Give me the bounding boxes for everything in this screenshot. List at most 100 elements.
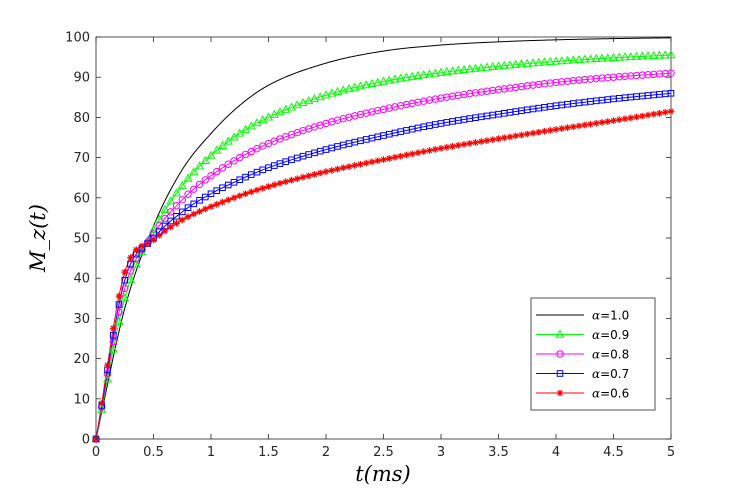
series-marker-1 [183, 173, 193, 182]
series-marker-2 [178, 196, 186, 204]
series-marker-4 [311, 171, 318, 178]
series-marker-2 [575, 76, 583, 84]
series-marker-1 [390, 74, 400, 83]
series-marker-1 [522, 58, 532, 67]
series-marker-2 [500, 85, 508, 93]
series-marker-2 [431, 95, 439, 103]
series-marker-4 [575, 122, 583, 130]
series-marker-2 [466, 89, 474, 98]
series-marker-4 [144, 240, 152, 247]
series-marker-2 [655, 70, 664, 78]
series-marker-2 [615, 73, 623, 81]
series-marker-3 [121, 276, 129, 284]
series-marker-2 [529, 81, 537, 89]
series-marker-2 [627, 72, 635, 80]
series-marker-2 [414, 98, 422, 106]
series-marker-4 [483, 137, 491, 144]
series-marker-4 [190, 210, 198, 218]
series-marker-4 [443, 144, 451, 151]
series-marker-4 [184, 213, 192, 221]
series-marker-4 [109, 325, 117, 332]
legend-label-alpha: α [592, 367, 600, 381]
y-axis-ticks: 0 10 20 30 40 50 60 70 80 90 100 [65, 31, 671, 448]
series-marker-1 [643, 51, 653, 60]
series-marker-1 [217, 140, 228, 149]
legend-label-value: =0.8 [600, 348, 629, 362]
series-marker-2 [592, 74, 600, 83]
y-tick-label: 40 [73, 272, 90, 287]
series-marker-1 [200, 155, 210, 164]
series-marker-2 [581, 75, 589, 84]
series-marker-1 [436, 67, 446, 76]
series-marker-1 [626, 51, 636, 61]
series-marker-1 [189, 167, 199, 176]
series-marker-2 [224, 160, 232, 168]
series-marker-1 [447, 66, 458, 75]
series-marker-4 [368, 158, 376, 166]
series-marker-4 [282, 178, 290, 186]
series-marker-4 [535, 128, 543, 136]
series-marker-1 [413, 70, 423, 80]
series-marker-2 [167, 208, 175, 216]
series-marker-4 [529, 129, 537, 137]
series-marker-4 [385, 155, 393, 162]
series-marker-1 [120, 293, 130, 302]
series-marker-1 [453, 65, 463, 74]
series-marker-1 [545, 56, 555, 66]
series-marker-2 [126, 267, 135, 275]
series-marker-1 [666, 50, 676, 59]
series-marker-4 [431, 146, 439, 153]
series-marker-4 [506, 133, 514, 141]
series-marker-1 [102, 374, 113, 383]
series-marker-4 [270, 181, 278, 189]
series-marker-4 [587, 120, 594, 128]
series-marker-1 [603, 53, 613, 62]
series-marker-2 [558, 78, 566, 86]
series-marker-1 [620, 52, 630, 61]
series-marker-4 [650, 110, 658, 118]
series-marker-2 [103, 370, 112, 378]
series-marker-4 [627, 114, 635, 122]
series-marker-3 [196, 197, 203, 204]
series-marker-4 [247, 188, 255, 196]
series-marker-4 [489, 136, 497, 143]
series-marker-1 [229, 132, 239, 141]
series-marker-4 [98, 399, 106, 407]
series-marker-1 [275, 107, 285, 116]
series-marker-1 [419, 70, 429, 79]
series-marker-1 [315, 92, 325, 101]
series-marker-4 [253, 186, 261, 194]
series-marker-1 [528, 58, 538, 67]
series-marker-1 [350, 82, 360, 91]
y-axis-label: M_z(t) [26, 204, 50, 273]
series-marker-4 [615, 116, 623, 124]
series-marker-2 [408, 99, 416, 108]
series-marker-3 [667, 89, 675, 97]
y-tick-label: 80 [73, 111, 90, 126]
series-marker-4 [420, 148, 428, 155]
series-marker-4 [661, 108, 669, 116]
series-marker-1 [580, 54, 590, 63]
series-marker-1 [459, 64, 469, 74]
series-marker-4 [357, 160, 364, 168]
x-tick-label: 5 [667, 445, 675, 460]
x-tick-label: 2.5 [373, 445, 394, 460]
series-marker-1 [125, 274, 136, 283]
series-marker-4 [472, 139, 479, 146]
legend-label-alpha: α [592, 348, 600, 362]
series-marker-4 [167, 223, 175, 231]
series-marker-4 [391, 153, 399, 161]
series-marker-2 [460, 90, 468, 99]
series-marker-4 [581, 121, 589, 129]
series-marker-1 [631, 51, 642, 60]
series-marker-4 [667, 108, 675, 115]
series-marker-1 [97, 404, 107, 413]
series-marker-2 [650, 70, 658, 79]
series-marker-4 [213, 200, 221, 208]
series-marker-1 [401, 72, 412, 81]
series-marker-1 [482, 62, 492, 71]
series-marker-2 [661, 69, 669, 78]
series-marker-3 [109, 332, 117, 339]
series-marker-2 [132, 254, 140, 263]
series-marker-3 [127, 260, 134, 268]
